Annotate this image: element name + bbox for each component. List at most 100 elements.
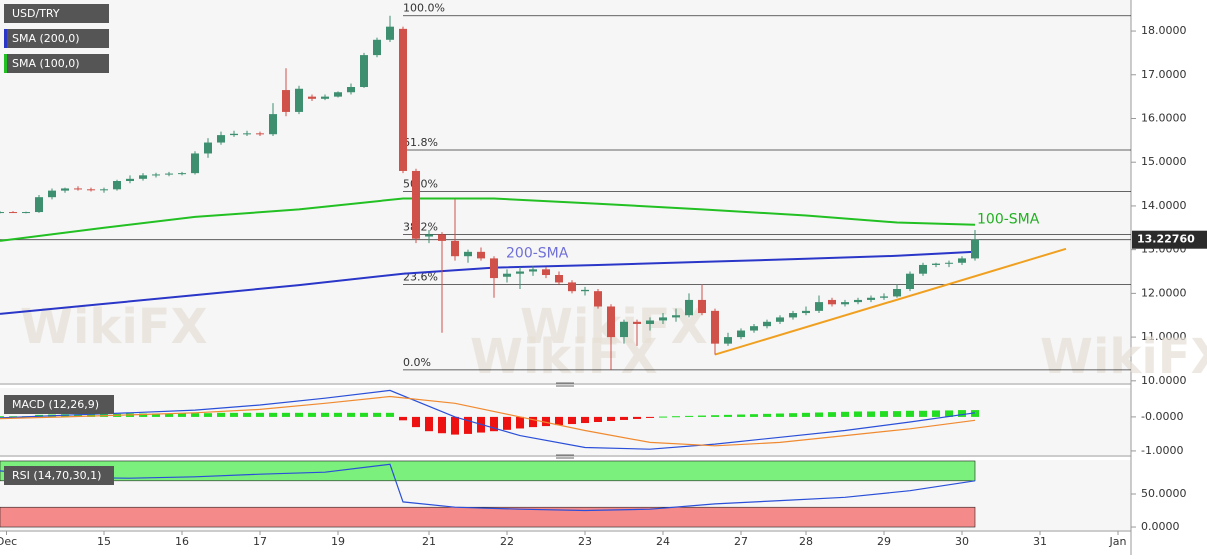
candle-body [646,320,654,324]
candle-body [854,299,862,303]
candle-body [802,310,810,314]
macd-histogram-bar [594,416,602,423]
macd-histogram-bar [919,410,927,417]
macd-histogram-bar [295,412,303,417]
macd-histogram-bar [399,416,407,421]
candle-body [789,313,797,318]
candle-body [893,288,901,297]
macd-histogram-bar [698,415,706,417]
legend-box[interactable] [4,29,109,48]
x-tick-label: 28 [799,535,813,548]
watermark: WikiFX [1040,329,1207,385]
candle-body [308,96,316,99]
macd-histogram-bar [750,414,758,417]
candle-body [763,321,771,327]
macd-histogram-bar [945,410,953,417]
legend-label[interactable]: SMA (100,0) [12,57,80,70]
macd-histogram-bar [542,416,550,427]
candle-body [919,264,927,274]
legend-label[interactable]: SMA (200,0) [12,32,80,45]
resize-handle[interactable] [556,454,574,459]
candle-body [35,197,43,213]
candle-body [659,317,667,321]
candle-body [685,299,693,316]
y-tick-label: -0.0000 [1141,410,1183,423]
macd-line [0,395,976,447]
legend-label[interactable]: USD/TRY [12,7,60,20]
candle-body [724,337,732,344]
candle-body [958,258,966,263]
candle-body [867,297,875,300]
y-tick-label: 16.0000 [1141,111,1187,124]
candle-body [347,87,355,93]
panel: 50.0000 0.0000 RSI (14,70,30,1) Dec 15 16 17 19… [0,460,1187,548]
legend-box [4,466,114,485]
candle-body [932,263,940,265]
candle-body [152,174,160,176]
candle-body [542,269,550,276]
candle-body [178,173,186,175]
candle-body [438,234,446,241]
macd-histogram-bar [165,413,173,417]
x-tick-label: Dec [0,535,17,548]
candle-body [204,142,212,154]
macd-histogram-bar [74,414,82,417]
macd-histogram-bar [737,414,745,417]
candle-body [412,170,420,239]
candle-body [139,175,147,179]
candle-body [503,273,511,277]
macd-histogram-bar [763,413,771,417]
candle-body [0,212,4,214]
panel: -0.0000 -1.0000 MACD (12,26,9) [0,389,1183,457]
candle-body [74,188,82,190]
candle-body [334,92,342,97]
legend-box[interactable] [4,4,109,23]
watermark: WikiFX [470,329,658,385]
candle-body [750,326,758,331]
candle-body [425,234,433,237]
candle-body [113,181,121,190]
macd-histogram-bar [620,416,628,420]
macd-histogram-bar [958,410,966,417]
candle-body [217,135,225,143]
x-tick-label: 29 [877,535,891,548]
rsi-line [0,463,976,512]
watermark: WikiFX [20,299,208,355]
macd-histogram-bar [711,415,719,417]
macd-histogram-bar [360,412,368,417]
fib-label: 50.0% [403,178,438,191]
candle-body [61,188,69,191]
macd-histogram-bar [191,413,199,417]
candle-body [711,310,719,344]
macd-histogram-bar [464,416,472,434]
y-tick-label: 14.0000 [1141,199,1187,212]
macd-histogram-bar [854,411,862,417]
candle-body [698,299,706,314]
candle-body [607,306,615,338]
macd-histogram-bar [789,413,797,417]
y-tick-label: -1.0000 [1141,444,1183,457]
legend-box[interactable] [4,54,109,73]
candle-body [581,289,589,292]
x-tick-label: 17 [253,535,267,548]
candle-body [100,189,108,191]
macd-histogram-bar [555,416,563,426]
macd-histogram-bar [724,414,732,417]
legend-label: RSI (14,70,30,1) [12,469,101,482]
macd-histogram-bar [880,411,888,417]
macd-histogram-bar [568,416,576,425]
candle-body [243,133,251,135]
resize-handle[interactable] [556,382,574,387]
candle-body [477,251,485,259]
macd-histogram-bar [607,416,615,421]
macd-histogram-bar [906,410,914,417]
macd-histogram-bar [971,410,979,417]
y-tick-label: 10.0000 [1141,374,1187,387]
legend-swatch [4,54,7,73]
macd-histogram-bar [841,411,849,417]
macd-histogram-bar [334,412,342,417]
macd-histogram-bar [646,416,654,418]
macd-histogram-bar [347,412,355,417]
trend-line [714,247,1067,356]
